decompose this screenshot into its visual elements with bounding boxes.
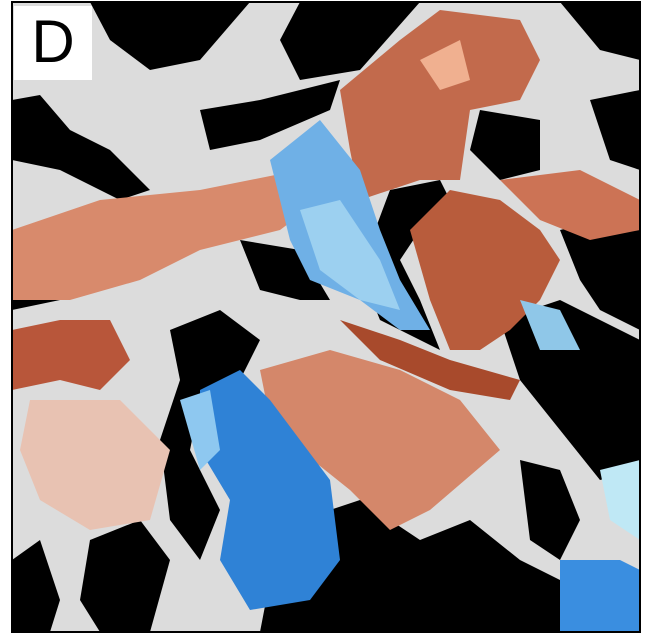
page: D (() => { const data = JSON.parse(docum… <box>0 0 646 636</box>
panel-label: D <box>31 8 74 75</box>
map-raster <box>12 2 640 632</box>
map-panel: D <box>0 0 646 636</box>
